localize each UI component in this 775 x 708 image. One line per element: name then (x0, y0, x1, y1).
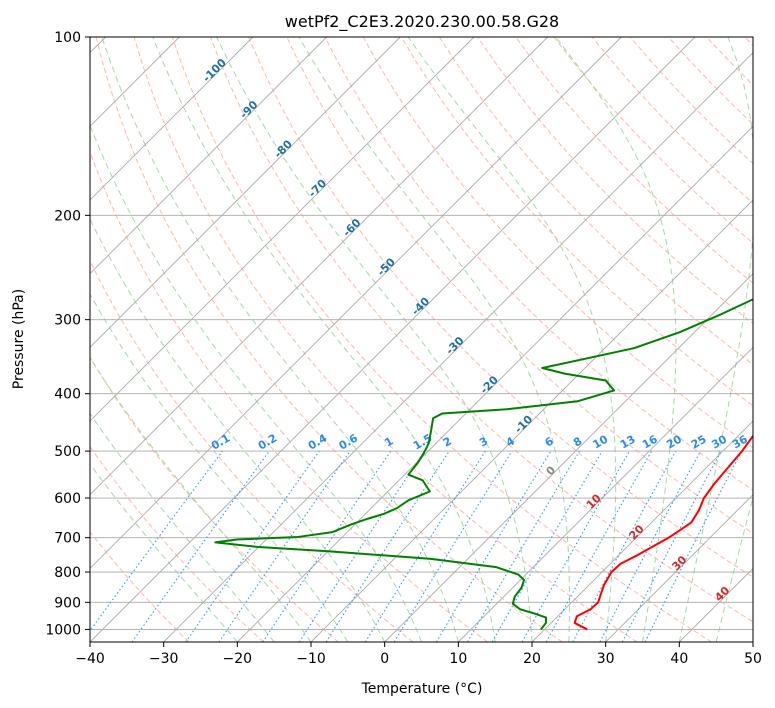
isotherm (90, 37, 622, 569)
dry-adiabat (90, 356, 339, 642)
x-tick-label: 20 (523, 651, 541, 667)
plot-background (90, 37, 753, 642)
isotherm (90, 37, 475, 422)
y-tick-label: 800 (54, 565, 81, 581)
moist-adiabat (90, 463, 238, 642)
dewpoint-profile (214, 298, 753, 631)
y-tick-label: 300 (54, 313, 81, 329)
x-tick-label: −10 (296, 651, 326, 667)
x-tick-label: 40 (670, 651, 688, 667)
temperature-profile (573, 433, 753, 631)
mixing-ratio-line (262, 450, 392, 642)
isotherm (90, 37, 548, 496)
isotherm (163, 52, 753, 642)
isotherm (90, 37, 401, 348)
isotherm (310, 199, 753, 642)
y-axis-title: Pressure (hPa) (11, 289, 27, 389)
mixing-ratio-line (644, 450, 743, 642)
moist-adiabat (90, 412, 275, 642)
x-tick-label: 50 (744, 651, 762, 667)
isotherm (237, 125, 753, 642)
dry-adiabat (515, 37, 753, 284)
moist-adiabat (90, 124, 422, 642)
background-lines (90, 37, 753, 642)
isotherm (531, 420, 753, 642)
moist-adiabat (90, 217, 386, 642)
mixing-ratio-line (545, 450, 653, 642)
y-tick-label: 900 (54, 595, 81, 611)
dry-adiabat (95, 37, 563, 642)
y-tick-label: 700 (54, 531, 81, 547)
mixing-ratio-line (185, 450, 320, 642)
dry-adiabat (133, 37, 638, 642)
plot-frame (89, 36, 754, 643)
x-axis-title: Temperature (°C) (361, 681, 483, 697)
moist-adiabat (407, 37, 617, 642)
x-tick-label: 0 (380, 651, 389, 667)
x-axis: −40 −30 −20 −10 0 10 20 30 40 50 (75, 642, 762, 667)
moist-adiabat (90, 293, 349, 642)
isotherm (752, 641, 753, 642)
x-tick-label: −30 (149, 651, 179, 667)
mixing-ratio-line (131, 450, 270, 642)
moist-adiabat (715, 495, 753, 642)
y-tick-label: 400 (54, 387, 81, 403)
dry-adiabat (248, 37, 753, 578)
mixing-ratio-line (572, 450, 677, 642)
y-tick-label: 200 (54, 208, 81, 224)
moist-adiabat (298, 37, 570, 642)
y-tick-label: 500 (54, 444, 81, 460)
dry-adiabat (324, 37, 753, 491)
moist-adiabat (101, 37, 459, 642)
profiles (214, 298, 753, 631)
dry-adiabat (90, 150, 488, 642)
isotherm (90, 37, 254, 201)
mixing-ratio-line (325, 450, 450, 642)
dry-adiabat (171, 37, 712, 642)
x-tick-label: 30 (597, 651, 615, 667)
y-tick-label: 100 (54, 30, 81, 46)
mixing-ratio-line (218, 450, 351, 642)
isotherm (384, 273, 753, 642)
y-tick-label: 1000 (45, 622, 81, 638)
mixing-ratio-line (521, 450, 630, 642)
dry-adiabat (90, 531, 190, 642)
dry-adiabat (210, 37, 753, 623)
x-tick-label: 10 (449, 651, 467, 667)
dry-adiabat (90, 445, 264, 642)
mixing-ratio-line (298, 450, 425, 642)
moist-adiabat (555, 37, 677, 642)
moist-adiabat (216, 37, 533, 642)
dry-adiabat (439, 37, 753, 366)
isotherm (605, 494, 753, 642)
moist-adiabat (152, 37, 496, 642)
mixing-ratio-line (90, 450, 223, 632)
moist-adiabat (678, 37, 753, 642)
y-tick-label: 600 (54, 491, 81, 507)
y-axis: 100 200 300 400 500 600 700 800 900 1000 (45, 30, 90, 638)
x-tick-label: −20 (223, 651, 253, 667)
x-tick-label: −40 (75, 651, 105, 667)
isotherm (458, 346, 753, 642)
dry-adiabat (400, 37, 753, 407)
isotherm (90, 37, 696, 642)
chart-title: wetPf2_C2E3.2020.230.00.58.G28 (285, 12, 559, 32)
mixing-ratio-line (393, 450, 513, 642)
isotherm (90, 37, 327, 275)
